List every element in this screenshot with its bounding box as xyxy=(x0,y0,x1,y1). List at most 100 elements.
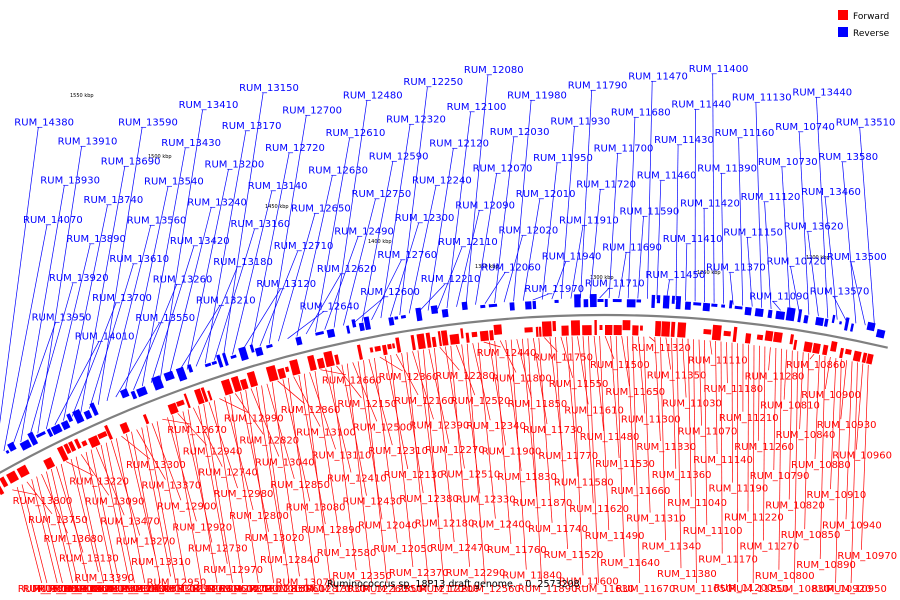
leader-line xyxy=(833,296,847,322)
feature-label: RUM_13070 xyxy=(276,577,336,588)
reverse-gene-feature xyxy=(363,316,371,331)
forward-gene-feature xyxy=(416,333,426,350)
feature-label: RUM_13400 xyxy=(38,584,98,595)
forward-gene-feature xyxy=(56,445,69,462)
feature-label: RUM_11360 xyxy=(652,470,712,481)
leader-line xyxy=(738,137,744,306)
feature-label: RUM_12280 xyxy=(435,371,495,382)
reverse-gene-feature xyxy=(767,309,773,319)
feature-label: RUM_11140 xyxy=(693,455,753,466)
leader-line xyxy=(752,345,755,584)
feature-label: RUM_12290 xyxy=(446,568,506,579)
legend-forward-swatch xyxy=(838,10,848,20)
feature-label: RUM_13450 xyxy=(90,584,150,595)
forward-gene-feature xyxy=(289,359,301,376)
reverse-gene-feature xyxy=(651,294,656,308)
leader-line xyxy=(379,356,403,372)
feature-label: RUM_10880 xyxy=(791,460,851,471)
feature-label: RUM_12200 xyxy=(420,584,480,595)
feature-label: RUM_13610 xyxy=(109,254,169,265)
leader-line xyxy=(809,353,815,360)
leader-line xyxy=(731,342,733,483)
leader-line xyxy=(824,356,831,390)
feature-label: RUM_12170 xyxy=(404,584,464,595)
reverse-gene-feature xyxy=(797,309,803,323)
leader-line xyxy=(150,245,195,383)
leader-line xyxy=(89,263,134,409)
reverse-gene-feature xyxy=(46,428,54,438)
leader-line xyxy=(278,213,316,342)
leader-line xyxy=(494,136,515,303)
leader-line xyxy=(466,343,486,584)
leader-line xyxy=(582,336,594,504)
leader-line xyxy=(45,244,91,430)
leader-line xyxy=(395,353,419,396)
leader-line xyxy=(513,100,532,302)
leader-line xyxy=(712,73,715,303)
forward-gene-feature xyxy=(0,476,9,488)
feature-label: RUM_12800 xyxy=(229,511,289,522)
forward-gene-feature xyxy=(460,328,464,339)
leader-line xyxy=(687,338,692,497)
feature-label: RUM_11370 xyxy=(706,263,766,274)
feature-label: RUM_13290 xyxy=(80,584,140,595)
leader-line xyxy=(747,344,749,512)
feature-label: RUM_12480 xyxy=(343,91,403,102)
feature-label: RUM_13390 xyxy=(74,573,134,584)
feature-label: RUM_11500 xyxy=(590,360,650,371)
reverse-gene-feature xyxy=(315,331,324,336)
feature-label: RUM_11680 xyxy=(611,107,671,118)
leader-line xyxy=(455,344,476,396)
feature-label: RUM_13060 xyxy=(265,584,325,595)
feature-label: RUM_10930 xyxy=(817,420,877,431)
leader-line xyxy=(720,173,724,304)
forward-gene-feature xyxy=(81,440,88,447)
feature-label: RUM_11310 xyxy=(626,514,686,525)
leader-line xyxy=(549,337,563,451)
feature-label: RUM_13560 xyxy=(127,215,187,226)
reverse-gene-feature xyxy=(216,354,224,368)
leader-line xyxy=(293,376,321,427)
feature-label: RUM_11530 xyxy=(595,459,655,470)
leader-line xyxy=(483,341,501,348)
feature-label: RUM_11620 xyxy=(569,504,629,515)
leader-line xyxy=(671,337,677,469)
leader-line xyxy=(656,180,662,300)
reverse-gene-feature xyxy=(19,439,32,451)
leader-line xyxy=(343,198,376,326)
forward-gene-feature xyxy=(395,337,402,353)
feature-label: RUM_12620 xyxy=(317,264,377,275)
reverse-gene-feature xyxy=(441,308,449,318)
leader-line xyxy=(439,346,460,371)
leader-line xyxy=(618,252,627,299)
leader-line xyxy=(187,409,218,584)
forward-gene-feature xyxy=(744,333,752,344)
reverse-gene-feature xyxy=(358,322,365,332)
leader-line xyxy=(20,185,65,443)
leader-line xyxy=(757,345,760,441)
forward-gene-feature xyxy=(246,371,259,388)
feature-label: RUM_11350 xyxy=(647,371,707,382)
feature-label: RUM_13140 xyxy=(248,181,308,192)
leader-line xyxy=(0,127,39,424)
leader-line xyxy=(703,208,705,303)
forward-gene-feature xyxy=(613,325,622,336)
forward-gene-feature xyxy=(449,333,460,345)
leader-line xyxy=(783,349,788,400)
leader-line xyxy=(168,207,212,377)
feature-label: RUM_11890 xyxy=(518,584,578,595)
leader-line xyxy=(261,385,290,584)
leader-line xyxy=(371,259,402,321)
leader-line xyxy=(406,352,429,584)
leader-line xyxy=(198,405,228,564)
feature-label: RUM_12640 xyxy=(300,302,360,313)
forward-gene-feature xyxy=(6,470,19,484)
reverse-gene-feature xyxy=(130,390,138,400)
leader-line xyxy=(41,473,68,534)
feature-label: RUM_12250 xyxy=(403,77,463,88)
feature-label: RUM_12050 xyxy=(373,544,433,555)
feature-label: RUM_12660 xyxy=(322,376,382,387)
feature-label: RUM_13710 xyxy=(18,584,78,595)
forward-gene-feature xyxy=(410,334,416,351)
leader-line xyxy=(222,93,264,358)
